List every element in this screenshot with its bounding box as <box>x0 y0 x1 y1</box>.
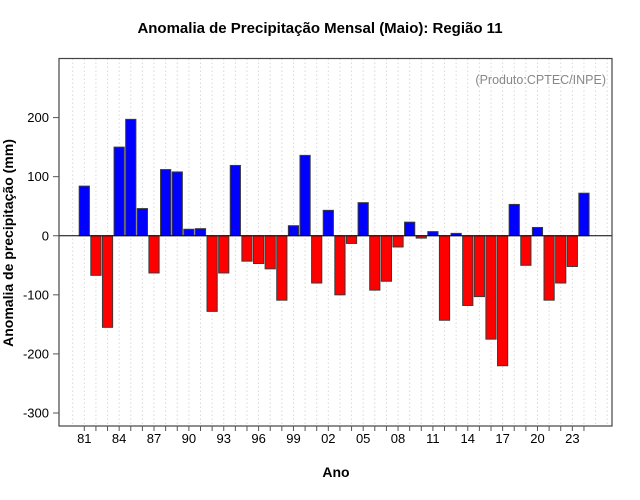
y-tick-label: -200 <box>23 346 49 361</box>
chart-title: Anomalia de Precipitação Mensal (Maio): … <box>137 20 503 37</box>
bar-2006 <box>369 235 381 291</box>
x-tick-label: 08 <box>391 431 405 446</box>
bar-2015 <box>473 235 485 298</box>
bar-1991 <box>194 228 207 237</box>
bar-1998 <box>276 235 288 301</box>
bar-2007 <box>380 235 393 282</box>
bar-2002 <box>322 209 334 237</box>
bar-1996 <box>253 235 265 265</box>
x-tick-label: 93 <box>217 431 231 446</box>
x-tick-label: 17 <box>495 431 509 446</box>
bar-1997 <box>264 235 276 270</box>
x-tick-label: 96 <box>251 431 265 446</box>
y-tick-label: 100 <box>27 169 49 184</box>
bar-2022 <box>555 235 567 284</box>
bar-2014 <box>462 235 474 306</box>
bar-2012 <box>438 235 451 321</box>
bar-1983 <box>101 235 114 328</box>
bar-1982 <box>90 235 102 276</box>
source-annotation: (Produto:CPTEC/INPE) <box>475 73 606 87</box>
bar-1995 <box>241 235 253 262</box>
bar-1985 <box>125 118 137 237</box>
bar-2009 <box>404 221 416 237</box>
bar-2016 <box>485 235 497 340</box>
x-tick-label: 81 <box>77 431 91 446</box>
bar-1989 <box>171 171 183 237</box>
bar-1984 <box>113 146 125 237</box>
bar-2024 <box>578 192 590 237</box>
bar-2004 <box>345 235 358 244</box>
bar-2018 <box>508 203 520 237</box>
x-tick-label: 11 <box>426 431 440 446</box>
bar-1992 <box>206 235 218 312</box>
plot-border <box>58 57 613 427</box>
bar-1993 <box>218 235 230 274</box>
bar-2008 <box>392 235 404 248</box>
x-tick-label: 14 <box>461 431 475 446</box>
x-tick-label: 05 <box>356 431 370 446</box>
y-tick-label: -100 <box>23 287 49 302</box>
bar-1999 <box>287 225 300 237</box>
bar-1994 <box>229 164 241 237</box>
bar-2001 <box>311 235 323 284</box>
bar-2011 <box>427 231 439 237</box>
x-tick-label: 23 <box>565 431 579 446</box>
bar-2003 <box>334 235 346 296</box>
y-tick-label: 200 <box>27 110 49 125</box>
bar-1986 <box>136 208 149 237</box>
bar-1988 <box>160 169 172 237</box>
bar-1990 <box>183 228 195 237</box>
bar-2023 <box>566 235 578 267</box>
y-tick-label: 0 <box>42 228 49 243</box>
x-tick-label: 90 <box>182 431 196 446</box>
x-tick-label: 99 <box>286 431 300 446</box>
x-tick-label: 87 <box>147 431 161 446</box>
bar-1981 <box>78 185 90 237</box>
bar-2021 <box>543 235 555 301</box>
bar-2020 <box>531 226 544 237</box>
x-tick-label: 84 <box>112 431 126 446</box>
bar-2005 <box>357 202 369 237</box>
x-axis-title: Ano <box>322 464 350 480</box>
bar-2017 <box>497 235 509 367</box>
x-tick-label: 02 <box>321 431 335 446</box>
x-tick-label: 20 <box>530 431 544 446</box>
y-tick-label: -300 <box>23 406 49 421</box>
bar-1987 <box>148 235 160 274</box>
bar-2000 <box>299 154 311 237</box>
bar-2019 <box>520 235 532 266</box>
